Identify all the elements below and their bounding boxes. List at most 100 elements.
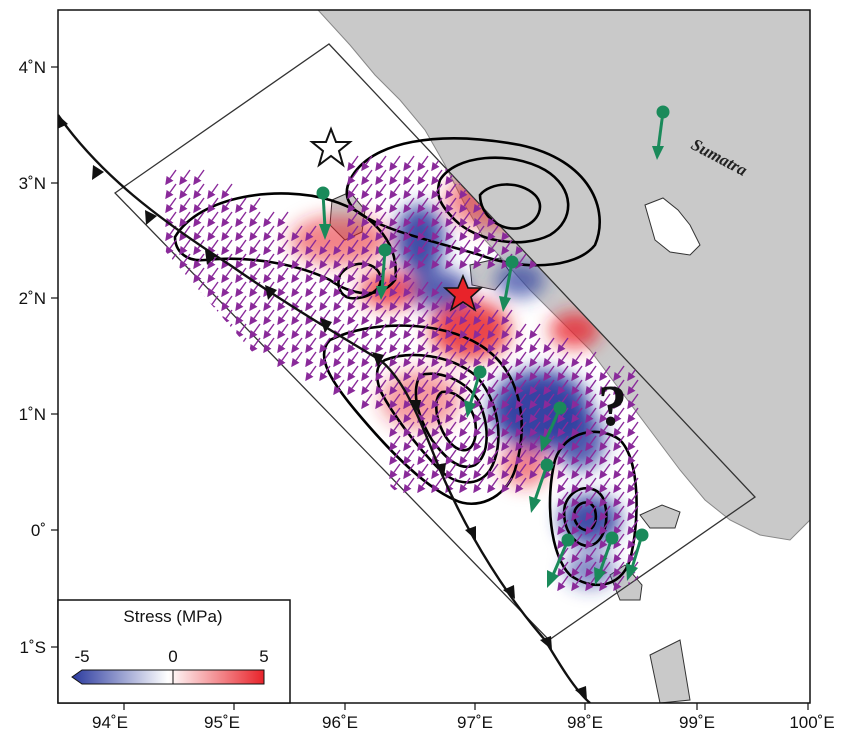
- slip-arrow: [389, 435, 401, 452]
- slip-arrow: [333, 267, 345, 284]
- slip-arrow: [417, 281, 429, 298]
- slip-arrow: [389, 351, 401, 368]
- slip-arrow: [473, 323, 485, 340]
- slip-arrow: [305, 323, 317, 340]
- slip-arrow: [571, 463, 583, 480]
- slip-arrow: [613, 379, 625, 396]
- y-tick-label: 1˚N: [19, 405, 46, 424]
- slip-arrow: [249, 337, 261, 354]
- slip-arrow: [207, 211, 219, 228]
- slip-arrow: [207, 267, 219, 284]
- slip-arrow: [613, 435, 625, 452]
- slip-arrow: [431, 183, 443, 200]
- slip-arrow: [613, 449, 625, 466]
- slip-arrow: [431, 435, 443, 452]
- slip-arrow: [473, 407, 485, 424]
- slip-arrow: [305, 365, 317, 382]
- slip-arrow: [165, 183, 177, 200]
- slip-arrow: [389, 323, 401, 340]
- slip-arrow: [445, 239, 457, 256]
- slip-arrow: [375, 211, 387, 228]
- slip-arrow: [347, 183, 359, 200]
- slip-arrow: [501, 323, 513, 340]
- slip-arrow: [585, 351, 597, 368]
- slip-arrow: [501, 393, 513, 410]
- slip-arrow: [417, 169, 429, 186]
- slip-arrow: [207, 281, 219, 298]
- slip-arrow: [445, 421, 457, 438]
- slip-arrow: [277, 281, 289, 298]
- slip-arrow: [445, 393, 457, 410]
- slip-arrow: [431, 323, 443, 340]
- slip-arrow: [445, 407, 457, 424]
- hollow-star-marker: [309, 126, 353, 168]
- slip-arrow: [403, 407, 415, 424]
- legend-title: Stress (MPa): [123, 607, 222, 626]
- slip-arrow: [417, 379, 429, 396]
- slip-arrow: [459, 239, 471, 256]
- slip-arrow: [543, 379, 555, 396]
- slip-arrow: [557, 463, 569, 480]
- slip-arrow: [613, 547, 625, 564]
- gps-vector: [529, 458, 554, 513]
- slip-arrow: [235, 197, 247, 214]
- slip-arrow: [277, 337, 289, 354]
- slip-arrow: [515, 379, 527, 396]
- y-tick-labels: 4˚N 3˚N 2˚N 1˚N 0˚ 1˚S: [19, 58, 46, 657]
- slip-arrow: [431, 449, 443, 466]
- slip-arrow: [375, 169, 387, 186]
- slip-arrow: [529, 365, 541, 382]
- slip-arrow: [501, 449, 513, 466]
- slip-arrow: [445, 183, 457, 200]
- slip-arrow: [613, 575, 625, 592]
- slip-arrow: [403, 463, 415, 480]
- slip-arrow: [571, 351, 583, 368]
- slip-arrow: [375, 183, 387, 200]
- slip-arrow: [305, 253, 317, 270]
- slip-arrow: [179, 225, 191, 242]
- slip-arrow: [235, 239, 247, 256]
- slip-arrow: [613, 505, 625, 522]
- slip-arrow: [445, 197, 457, 214]
- slip-arrow: [235, 211, 247, 228]
- slip-arrow: [179, 183, 191, 200]
- slip-arrow: [613, 477, 625, 494]
- slip-arrow: [613, 561, 625, 578]
- gps-vector: [547, 533, 575, 588]
- slip-arrow: [487, 407, 499, 424]
- slip-arrow: [585, 505, 597, 522]
- slip-arrow: [431, 337, 443, 354]
- slip-arrow: [347, 169, 359, 186]
- slip-arrow: [333, 379, 345, 396]
- slip-arrow: [585, 463, 597, 480]
- slip-arrow: [487, 421, 499, 438]
- slip-arrow: [165, 239, 177, 256]
- slip-arrow: [557, 561, 569, 578]
- slip-arrow: [417, 295, 429, 312]
- slip-arrow: [361, 225, 373, 242]
- slip-arrow: [305, 281, 317, 298]
- subduction-trench: [58, 114, 591, 703]
- slip-arrow: [403, 197, 415, 214]
- slip-arrow: [193, 239, 205, 256]
- slip-arrow: [249, 225, 261, 242]
- y-tick-label: 1˚S: [20, 638, 46, 657]
- slip-arrow: [179, 267, 191, 284]
- slip-arrow: [515, 407, 527, 424]
- stress-legend: Stress (MPa) -5 0 5: [57, 599, 291, 704]
- gps-vector: [652, 105, 670, 160]
- slip-arrow: [389, 365, 401, 382]
- slip-arrow: [263, 295, 275, 312]
- slip-arrow: [571, 491, 583, 508]
- slip-arrow: [207, 225, 219, 242]
- slip-arrow: [473, 309, 485, 326]
- slip-arrow: [459, 449, 471, 466]
- slip-arrow: [291, 239, 303, 256]
- slip-arrow: [529, 421, 541, 438]
- legend-tick: 0: [168, 647, 177, 666]
- slip-arrow: [389, 155, 401, 172]
- slip-arrow: [221, 267, 233, 284]
- epicenter-star: [442, 273, 484, 312]
- slip-arrow: [445, 211, 457, 228]
